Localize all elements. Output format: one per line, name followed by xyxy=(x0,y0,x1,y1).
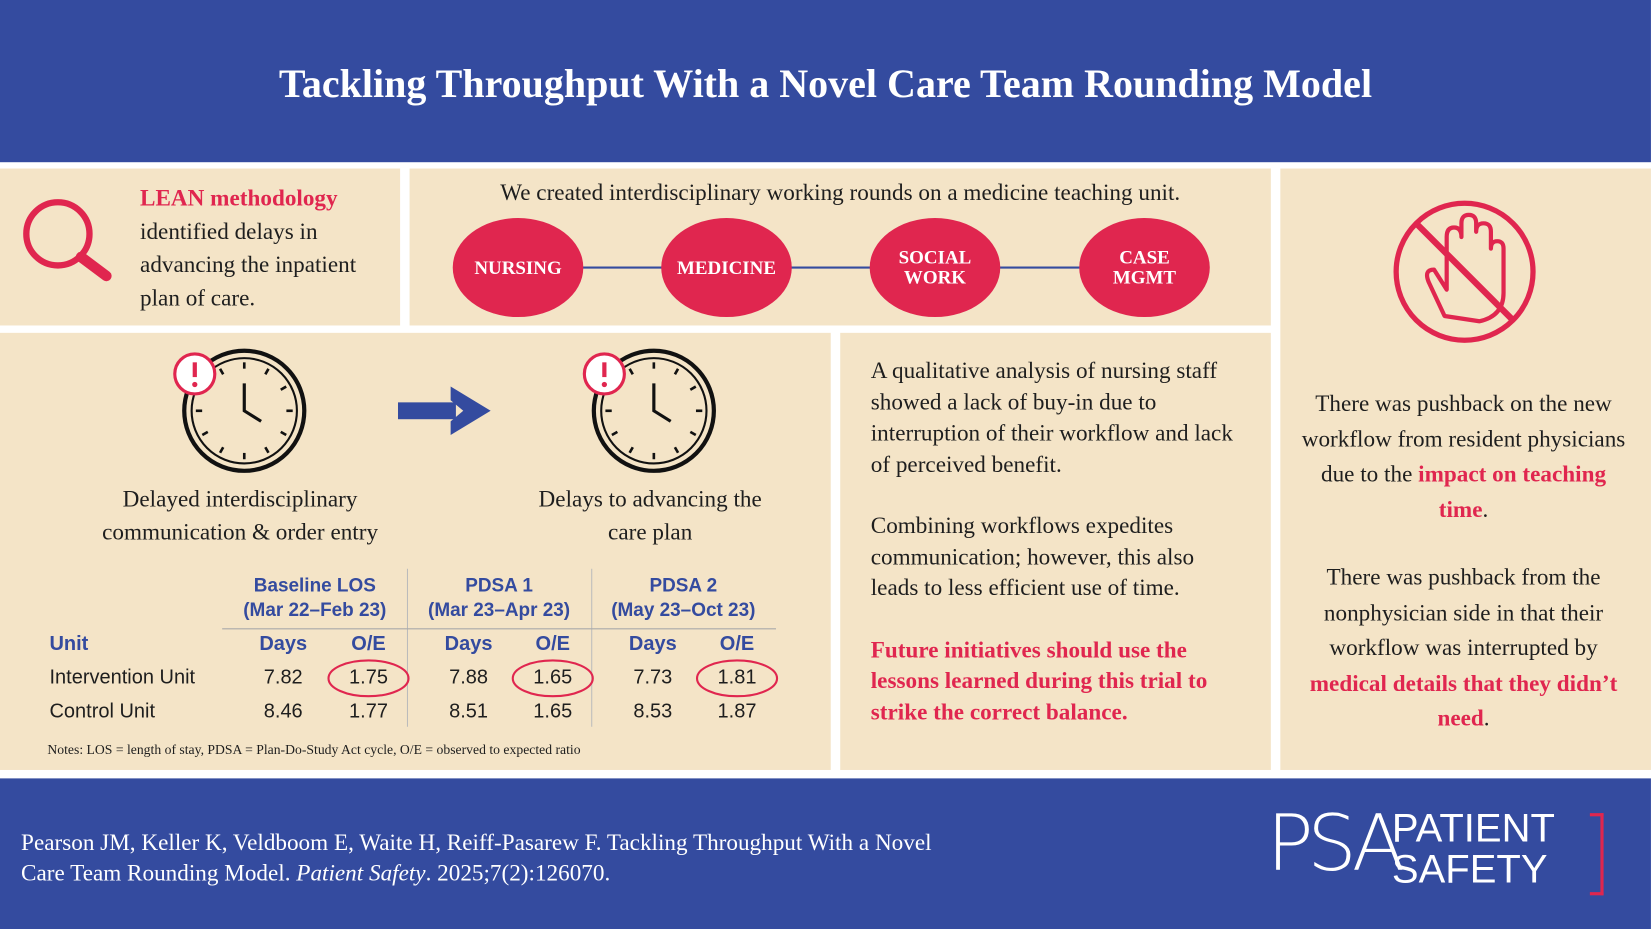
logo-text: PATIENT SAFETY xyxy=(1391,806,1555,893)
logo-line: SAFETY xyxy=(1391,847,1548,893)
analysis: A qualitative analysis of nursing staff … xyxy=(871,355,1240,727)
table-value: 8.46 xyxy=(264,700,303,722)
clock-tick xyxy=(689,430,697,437)
clock-hands xyxy=(242,383,262,423)
rounds-node: CASE MGMT xyxy=(1079,218,1210,318)
analysis-paragraph: Combining workflows expedites communicat… xyxy=(870,511,1195,601)
clock-tick xyxy=(611,430,619,437)
clock-rim xyxy=(600,357,708,465)
clock-tick xyxy=(218,446,225,454)
no-hand-icon xyxy=(1393,200,1536,343)
clock-tick xyxy=(628,446,634,454)
rounds-node: NURSING xyxy=(452,218,584,318)
text: There was pushback on the new workflow f… xyxy=(1301,389,1626,487)
highlight: impact on teaching time xyxy=(1418,460,1607,522)
citation: Pearson JM, Keller K, Veldboom E, Waite … xyxy=(21,827,948,888)
lean-highlight: LEAN methodology xyxy=(140,184,338,211)
magnifier-icon xyxy=(23,199,112,282)
header xyxy=(0,0,1651,163)
table-value: 7.73 xyxy=(633,667,672,689)
logo-bracket xyxy=(1589,813,1604,896)
clock-tick xyxy=(628,368,634,375)
node-label: CASE MGMT xyxy=(1112,246,1177,288)
pushback-paragraph: There was pushback from the nonphysician… xyxy=(1297,559,1630,735)
table-value: 7.88 xyxy=(449,667,488,689)
lean-panel xyxy=(0,168,401,326)
logo-line: PATIENT xyxy=(1391,806,1555,852)
clock-tick xyxy=(689,385,697,391)
group-period: (May 23–Oct 23) xyxy=(611,600,755,621)
table-value: 1.65 xyxy=(533,700,572,722)
journal: Patient Safety xyxy=(296,859,426,886)
analysis-panel xyxy=(840,332,1271,770)
clock-tick xyxy=(218,368,225,375)
column-header: O/E xyxy=(351,633,385,655)
table-value: 1.87 xyxy=(718,700,757,722)
column-header: O/E xyxy=(536,633,570,655)
text: . xyxy=(1483,704,1490,731)
table-notes: Notes: LOS = length of stay, PDSA = Plan… xyxy=(47,741,581,758)
unit-header: Unit xyxy=(49,633,88,655)
column-header: Days xyxy=(445,633,493,655)
table-value: 7.82 xyxy=(264,667,303,689)
column-header: Days xyxy=(259,633,307,655)
text: There was pushback from the nonphysician… xyxy=(1323,563,1604,661)
arrow xyxy=(397,386,491,436)
table-value: 1.75 xyxy=(349,667,388,689)
clock-tick xyxy=(264,446,270,454)
group-title: Baseline LOS xyxy=(254,576,376,597)
column-header: Days xyxy=(629,633,677,655)
row-label: Intervention Unit xyxy=(49,667,195,689)
logo-mark: PSA xyxy=(1266,798,1406,889)
column-header: O/E xyxy=(720,633,754,655)
footer xyxy=(0,778,1651,929)
alert-dot xyxy=(601,381,607,388)
rounds-node: SOCIAL WORK xyxy=(869,218,1001,318)
table-value: 1.81 xyxy=(718,667,757,689)
table-value: 8.51 xyxy=(449,700,488,722)
highlight: medical details that they didn’t need xyxy=(1309,669,1618,731)
node-label: NURSING xyxy=(474,256,562,278)
group-title: PDSA 2 xyxy=(649,576,717,597)
table-value: 1.77 xyxy=(349,700,388,722)
node-label: MEDICINE xyxy=(676,256,776,278)
clock-tick xyxy=(280,385,287,391)
text: . xyxy=(1482,495,1489,522)
group-period: (Mar 22–Feb 23) xyxy=(243,600,386,621)
clock-tick xyxy=(201,430,209,437)
citation-text: Pearson JM, Keller K, Veldboom E, Waite … xyxy=(21,828,932,886)
group-title: PDSA 1 xyxy=(465,576,533,597)
clock-rim xyxy=(190,357,298,465)
table-value: 1.65 xyxy=(533,667,572,689)
highlight-ring xyxy=(695,659,779,698)
alert-dot xyxy=(192,381,198,388)
after-label: Delays to advancing the care plan xyxy=(538,485,762,545)
clock-tick xyxy=(673,368,680,375)
clock-hands xyxy=(652,383,672,423)
rounds-node: MEDICINE xyxy=(661,218,792,318)
pushback: There was pushback on the new workflow f… xyxy=(1297,386,1630,736)
clock-tick xyxy=(673,446,680,454)
lean-text: LEAN methodology identified delays in adv… xyxy=(140,181,393,314)
rounds-title: We created interdisciplinary working rou… xyxy=(500,179,1181,206)
before-label: Delayed interdisciplinary communication … xyxy=(102,485,379,545)
pushback-paragraph: There was pushback on the new workflow f… xyxy=(1297,386,1630,527)
group-period: (Mar 23–Apr 23) xyxy=(428,600,570,621)
table-value: 8.53 xyxy=(633,700,672,722)
title: Tackling Throughput With a Novel Care Te… xyxy=(278,62,1373,107)
analysis-paragraph: A qualitative analysis of nursing staff … xyxy=(870,357,1233,477)
highlight-ring xyxy=(511,659,594,698)
clock-tick xyxy=(264,368,270,375)
citation-ref: . 2025;7(2):126070. xyxy=(425,859,611,886)
clock-tick xyxy=(280,430,287,437)
node-label: SOCIAL WORK xyxy=(898,246,972,288)
lean-body: identified delays in advancing the inpat… xyxy=(140,217,357,311)
highlight-ring xyxy=(327,659,410,698)
row-label: Control Unit xyxy=(49,700,155,722)
analysis-conclusion: Future initiatives should use the lesson… xyxy=(870,635,1208,725)
